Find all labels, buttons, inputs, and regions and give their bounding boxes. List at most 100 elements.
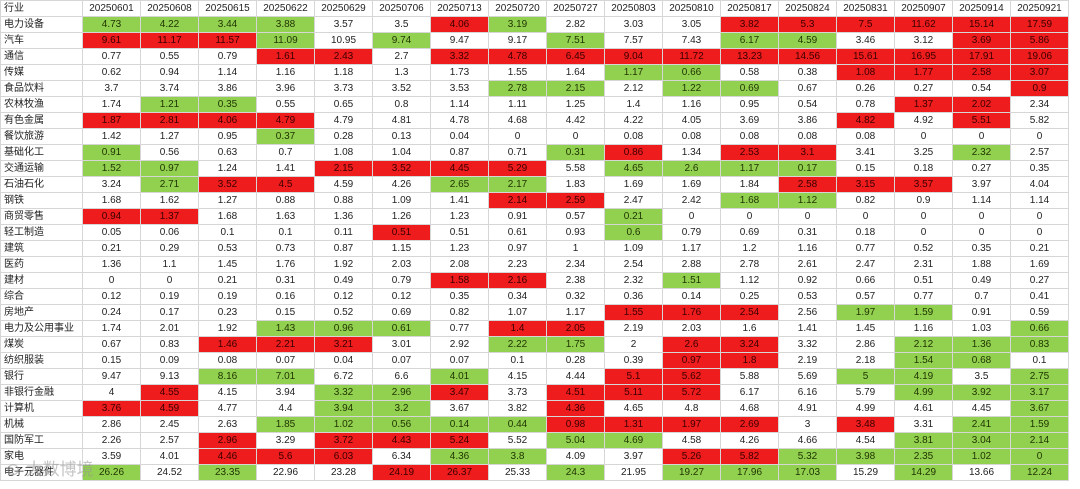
value-cell: 0.21: [82, 240, 141, 257]
value-cell: 0.27: [1010, 272, 1069, 289]
value-cell: 0.04: [314, 352, 373, 369]
value-cell: 3.24: [82, 176, 141, 193]
value-cell: 0.19: [198, 288, 257, 305]
table-row: 综合 0.12 0.19 0.19 0.16 0.12 0.12 0.35 0.34 0.32 0.…: [0, 288, 1069, 305]
value-cell: 2.63: [198, 416, 257, 433]
value-cell: 2.86: [82, 416, 141, 433]
value-cell: 9.04: [604, 48, 663, 65]
value-cell: 2.75: [1010, 368, 1069, 385]
value-cell: 0.69: [372, 304, 431, 321]
value-cell: 1.12: [778, 192, 837, 209]
value-cell: 4.65: [604, 400, 663, 417]
value-cell: 0.65: [314, 96, 373, 113]
value-cell: 0.51: [372, 224, 431, 241]
value-cell: 3.72: [314, 432, 373, 449]
value-cell: 0.53: [198, 240, 257, 257]
value-cell: 0.15: [256, 304, 315, 321]
value-cell: 4.59: [778, 32, 837, 49]
value-cell: 0.51: [430, 224, 489, 241]
industry-name: 钢铁: [0, 192, 83, 209]
value-cell: 0.1: [1010, 352, 1069, 369]
value-cell: 0.09: [140, 352, 199, 369]
value-cell: 0.91: [952, 304, 1011, 321]
value-cell: 0.17: [140, 304, 199, 321]
value-cell: 2.96: [198, 432, 257, 449]
value-cell: 1.02: [314, 416, 373, 433]
value-cell: 0.8: [372, 96, 431, 113]
value-cell: 1.16: [256, 64, 315, 81]
value-cell: 4.65: [604, 160, 663, 177]
value-cell: 0.67: [778, 80, 837, 97]
value-cell: 0.53: [778, 288, 837, 305]
value-cell: 0.12: [82, 288, 141, 305]
header-date: 20250914: [952, 0, 1011, 17]
value-cell: 0.71: [488, 144, 547, 161]
value-cell: 0.35: [1010, 160, 1069, 177]
value-cell: 0.73: [256, 240, 315, 257]
value-cell: 2.88: [662, 256, 721, 273]
value-cell: 4.55: [140, 384, 199, 401]
value-cell: 5.24: [430, 432, 489, 449]
value-cell: 0: [836, 208, 895, 225]
value-cell: 4.15: [198, 384, 257, 401]
value-cell: 4.82: [836, 112, 895, 129]
value-cell: 2.6: [662, 160, 721, 177]
value-cell: 1.92: [314, 256, 373, 273]
value-cell: 5.82: [720, 448, 779, 465]
value-cell: 5.86: [1010, 32, 1069, 49]
value-cell: 3.57: [894, 176, 953, 193]
value-cell: 0.17: [778, 160, 837, 177]
value-cell: 2.15: [314, 160, 373, 177]
value-cell: 1.6: [720, 320, 779, 337]
value-cell: 1.69: [604, 176, 663, 193]
value-cell: 5.62: [662, 368, 721, 385]
value-cell: 1.3: [372, 64, 431, 81]
value-cell: 6.17: [720, 384, 779, 401]
value-cell: 0.23: [198, 304, 257, 321]
value-cell: 0.16: [256, 288, 315, 305]
value-cell: 0.83: [140, 336, 199, 353]
value-cell: 4.15: [488, 368, 547, 385]
value-cell: 0: [140, 272, 199, 289]
value-cell: 2.19: [778, 352, 837, 369]
value-cell: 0: [546, 128, 605, 145]
value-cell: 3.31: [894, 416, 953, 433]
table-row: 轻工制造 0.05 0.06 0.1 0.1 0.11 0.51 0.51 0.61 0.93 0.…: [0, 224, 1069, 241]
value-cell: 0.59: [1010, 304, 1069, 321]
value-cell: 1.17: [720, 160, 779, 177]
value-cell: 2.82: [546, 16, 605, 33]
value-cell: 0.15: [82, 352, 141, 369]
value-cell: 1.59: [894, 304, 953, 321]
value-cell: 9.74: [372, 32, 431, 49]
value-cell: 15.29: [836, 464, 895, 481]
table-row: 商贸零售 0.94 1.37 1.68 1.63 1.36 1.26 1.23 0.91 0.57…: [0, 208, 1069, 225]
value-cell: 1.69: [662, 176, 721, 193]
industry-name: 电力设备: [0, 16, 83, 33]
industry-name: 传媒: [0, 64, 83, 81]
value-cell: 4.92: [894, 112, 953, 129]
header-date: 20250907: [894, 0, 953, 17]
value-cell: 5.51: [952, 112, 1011, 129]
value-cell: 7.5: [836, 16, 895, 33]
value-cell: 4.79: [256, 112, 315, 129]
header-date: 20250803: [604, 0, 663, 17]
value-cell: 5.6: [256, 448, 315, 465]
value-cell: 3.74: [140, 80, 199, 97]
value-cell: 0.57: [836, 288, 895, 305]
header-date: 20250824: [778, 0, 837, 17]
value-cell: 1.08: [836, 64, 895, 81]
value-cell: 1.68: [82, 192, 141, 209]
value-cell: 1.17: [604, 64, 663, 81]
value-cell: 4.8: [662, 400, 721, 417]
value-cell: 0.05: [82, 224, 141, 241]
value-cell: 9.17: [488, 32, 547, 49]
value-cell: 0.9: [1010, 80, 1069, 97]
value-cell: 0.26: [836, 80, 895, 97]
value-cell: 0: [778, 208, 837, 225]
value-cell: 3.1: [778, 144, 837, 161]
value-cell: 4.59: [314, 176, 373, 193]
table-row: 石油石化 3.24 2.71 3.52 4.5 4.59 4.26 2.65 2.17 1.83 1…: [0, 176, 1069, 193]
value-cell: 5.82: [1010, 112, 1069, 129]
value-cell: 0.35: [430, 288, 489, 305]
value-cell: 5.72: [662, 384, 721, 401]
